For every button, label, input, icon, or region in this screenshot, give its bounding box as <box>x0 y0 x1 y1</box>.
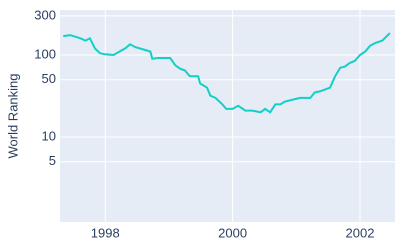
x-tick-label: 1998 <box>91 225 120 240</box>
y-tick-label: 100 <box>34 46 56 61</box>
y-tick-label: 300 <box>34 7 56 22</box>
y-axis-title: World Ranking <box>5 73 20 158</box>
line <box>63 32 391 114</box>
y-tick-label: 5 <box>49 153 56 168</box>
y-tick-label: 10 <box>42 128 56 143</box>
y-tick-label: 50 <box>42 71 56 86</box>
x-tick-label: 2000 <box>218 225 247 240</box>
x-tick-label: 2002 <box>346 225 375 240</box>
plot-area <box>60 10 395 222</box>
